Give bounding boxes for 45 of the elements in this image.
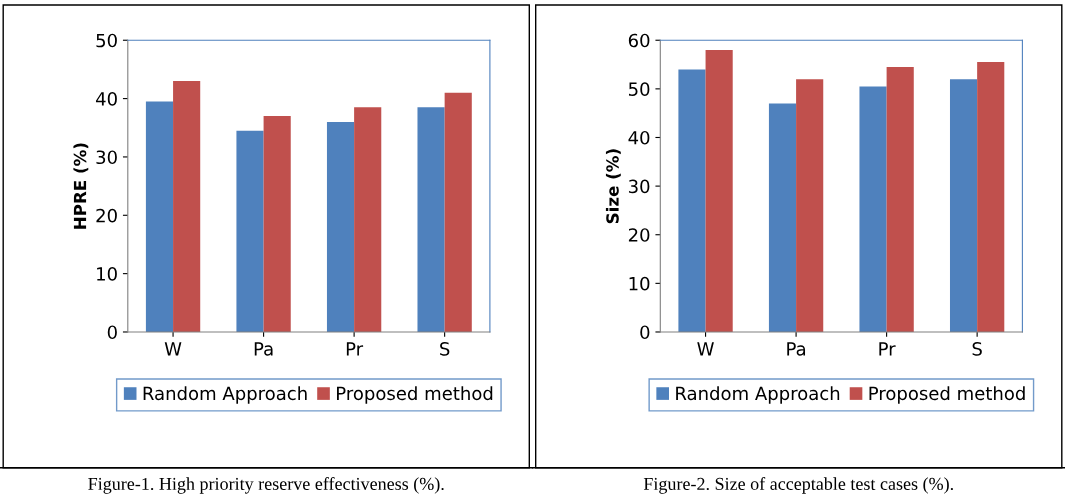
legend-label: Proposed method [337, 386, 493, 404]
bar [354, 107, 382, 332]
bar [796, 79, 824, 332]
y-tick-label: 10 [97, 267, 117, 281]
x-tick-label: W [697, 342, 714, 356]
text: Figure-1. High priority reserve effectiveness (%). [88, 477, 444, 494]
y-tick-label: 50 [629, 82, 650, 96]
text: Figure-2. Size of acceptable test cases (%). [643, 477, 953, 494]
x-tick-label: Pr [346, 342, 364, 356]
y-tick-label: 0 [107, 325, 117, 340]
y-tick-label: 10 [629, 276, 650, 291]
legend-label: Proposed method [869, 386, 1025, 404]
y-tick-label: 20 [628, 228, 650, 242]
y-axis-title: HPRE (%) [73, 143, 89, 229]
y-axis-title: Size (%) [605, 149, 621, 224]
bar [417, 107, 445, 332]
bar [768, 103, 797, 332]
y-tick-label: 40 [628, 130, 650, 145]
y-tick-label: 20 [96, 208, 117, 223]
legend-label: Random Approach [143, 386, 307, 404]
y-tick-label: 0 [640, 325, 650, 340]
y-tick-label: 30 [96, 150, 117, 165]
x-tick-label: Pa [254, 342, 273, 356]
bar [263, 116, 291, 332]
x-tick-label: Pa [787, 342, 806, 356]
legend-label: Random Approach [676, 386, 840, 404]
bar [145, 101, 174, 332]
bar [444, 92, 472, 332]
bar [977, 62, 1005, 332]
bar [705, 49, 733, 332]
x-tick-label: W [164, 342, 182, 356]
y-tick-label: 60 [628, 33, 650, 48]
bar [173, 81, 201, 332]
y-tick-label: 40 [95, 92, 117, 106]
bar [859, 86, 887, 332]
y-tick-label: 30 [628, 179, 650, 194]
x-tick-label: S [972, 342, 982, 356]
bar [949, 79, 978, 332]
bar [886, 66, 914, 332]
x-tick-label: S [440, 342, 450, 356]
x-tick-label: Pr [879, 342, 896, 356]
bar [678, 69, 706, 332]
bar [326, 121, 355, 332]
y-tick-label: 50 [96, 33, 117, 48]
bar [236, 130, 264, 332]
